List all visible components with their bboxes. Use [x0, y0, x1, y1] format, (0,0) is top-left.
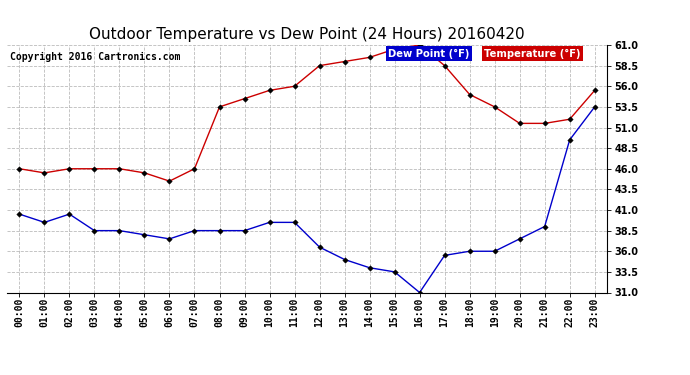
Text: Dew Point (°F): Dew Point (°F) [388, 49, 469, 59]
Title: Outdoor Temperature vs Dew Point (24 Hours) 20160420: Outdoor Temperature vs Dew Point (24 Hou… [89, 27, 525, 42]
Text: Copyright 2016 Cartronics.com: Copyright 2016 Cartronics.com [10, 53, 180, 63]
Text: Temperature (°F): Temperature (°F) [484, 49, 581, 59]
